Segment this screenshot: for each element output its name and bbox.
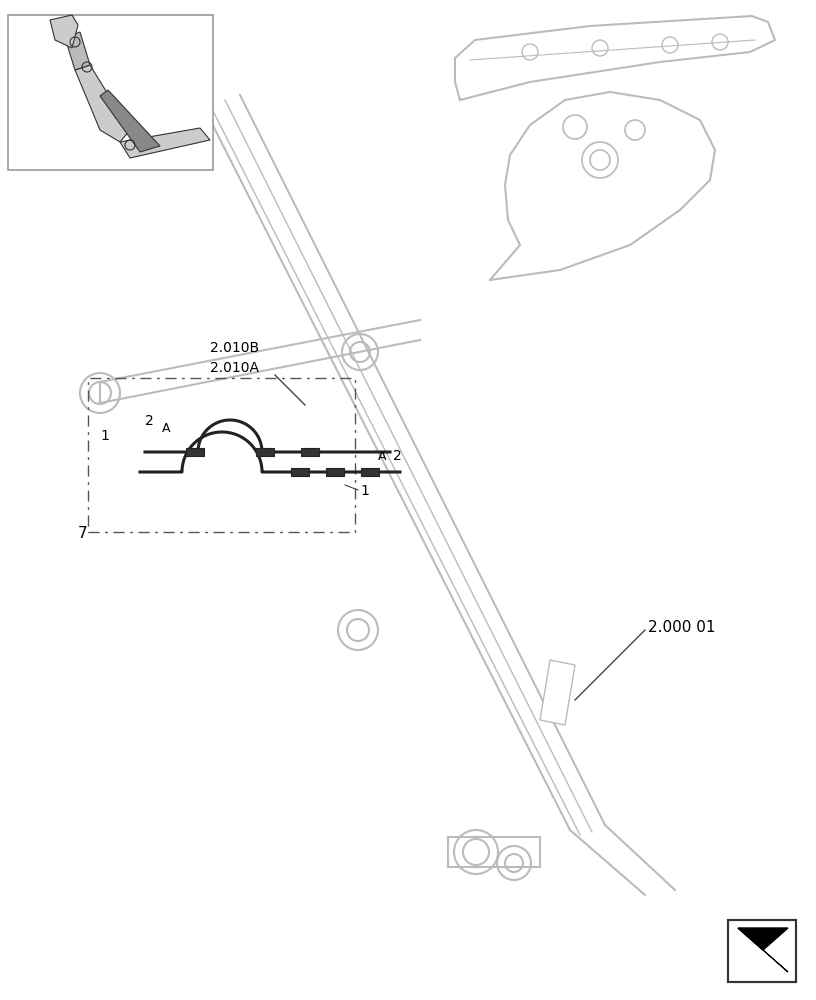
Polygon shape [65,32,90,70]
Polygon shape [75,65,130,142]
Text: 1: 1 [100,429,109,443]
Bar [256,448,274,456]
Text: A: A [162,422,171,435]
Bar [728,920,796,982]
Text: 7: 7 [78,526,87,541]
Polygon shape [738,928,788,972]
Text: 2.010B: 2.010B [210,341,259,355]
Bar [728,920,796,982]
Text: 2: 2 [393,449,401,463]
Text: 2.010A: 2.010A [210,361,259,375]
Polygon shape [738,928,788,950]
Bar [361,468,379,476]
Bar [326,468,344,476]
Text: 1: 1 [360,484,369,498]
Polygon shape [50,15,78,48]
Text: A: A [378,450,387,463]
Bar [8,15,213,170]
Polygon shape [100,90,160,152]
Bar [186,448,204,456]
Polygon shape [120,128,210,158]
Text: 2.000 01: 2.000 01 [648,620,716,635]
Bar [291,468,309,476]
Bar [301,448,319,456]
Polygon shape [540,660,575,725]
Text: 2: 2 [145,414,153,428]
